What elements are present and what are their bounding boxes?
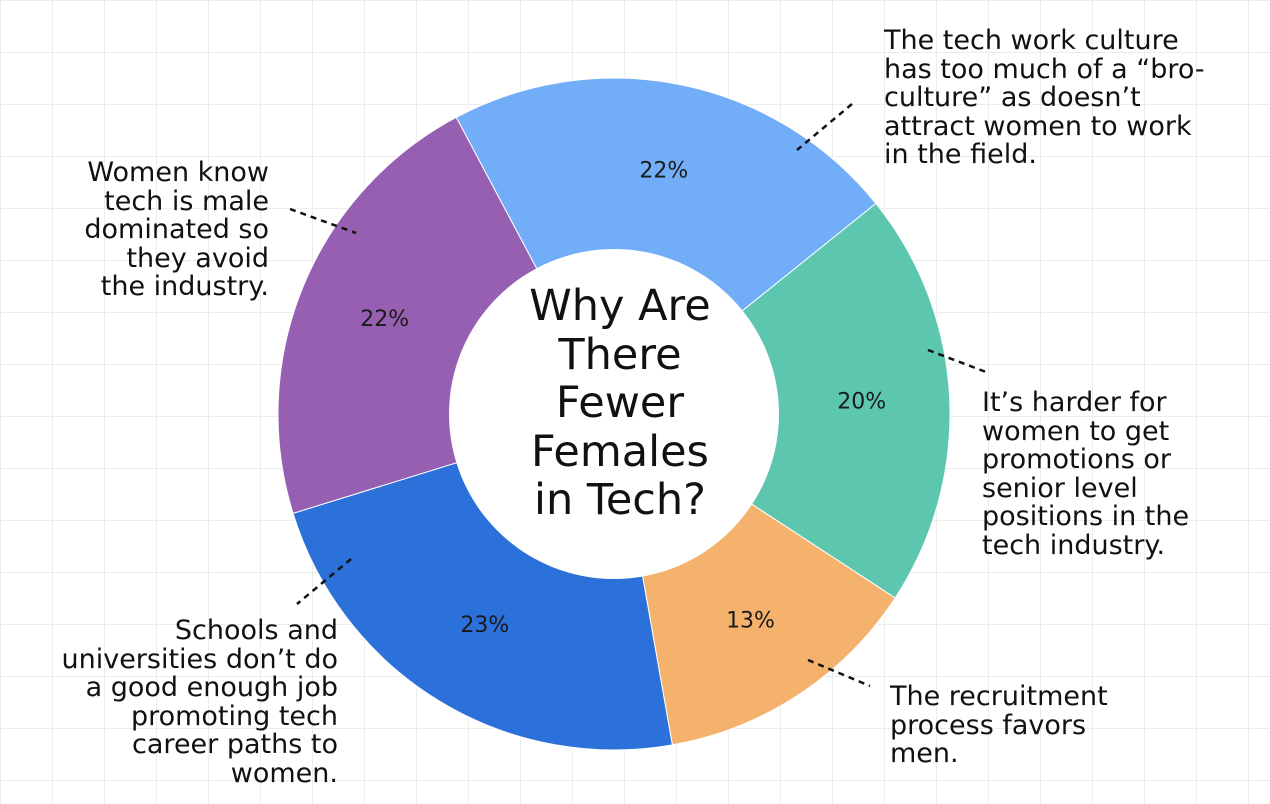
slice-promotions <box>613 202 951 599</box>
callout-label-recruitment: The recruitment process favors men. <box>890 681 1108 769</box>
leader-line-bro-culture <box>796 103 853 151</box>
leader-line-male-dominated <box>289 207 357 235</box>
leader-line-schools <box>296 558 352 605</box>
value-label-recruitment: 13% <box>726 609 775 634</box>
value-label-bro-culture: 22% <box>639 159 688 184</box>
donut-hole <box>449 249 779 579</box>
callout-label-promotions: It’s harder for women to get promotions … <box>982 387 1190 561</box>
chart-title: Why Are There Fewer Females in Tech? <box>529 281 711 525</box>
value-label-schools: 23% <box>460 613 509 638</box>
callout-label-male-dominated: Women know tech is male dominated so the… <box>84 157 269 302</box>
callout-leader-lines <box>289 103 987 688</box>
callout-label-bro-culture: The tech work culture has too much of a … <box>884 25 1205 170</box>
slice-bro-culture <box>455 77 877 415</box>
value-label-promotions: 20% <box>837 389 886 414</box>
leader-line-recruitment <box>807 658 871 688</box>
slice-value-labels: 22% 20% 13% 23% 22% <box>360 159 886 639</box>
value-label-male-dominated: 22% <box>360 307 409 332</box>
callout-label-schools: Schools and universities don’t do a good… <box>61 615 338 789</box>
